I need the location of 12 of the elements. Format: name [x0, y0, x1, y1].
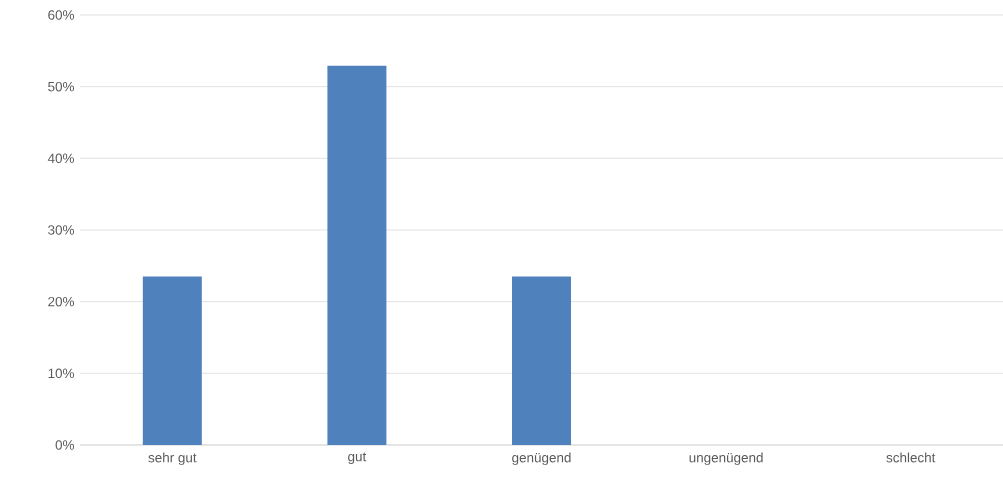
x-tick-label: ungenügend	[689, 452, 763, 466]
y-tick-label: 10%	[48, 368, 75, 379]
y-tick-label: 60%	[48, 10, 75, 20]
x-tick-label: gut	[348, 452, 367, 464]
x-tick-label: sehr gut	[148, 452, 197, 466]
x-tick-label: genügend	[512, 452, 571, 466]
y-tick-label: 0%	[55, 440, 75, 450]
x-tick-label: schlecht	[886, 452, 936, 463]
y-tick-label: 40%	[47, 153, 75, 164]
y-tick-label: 30%	[48, 225, 75, 235]
y-tick-label: 20%	[48, 296, 75, 307]
y-tick-label: 50%	[48, 81, 75, 92]
